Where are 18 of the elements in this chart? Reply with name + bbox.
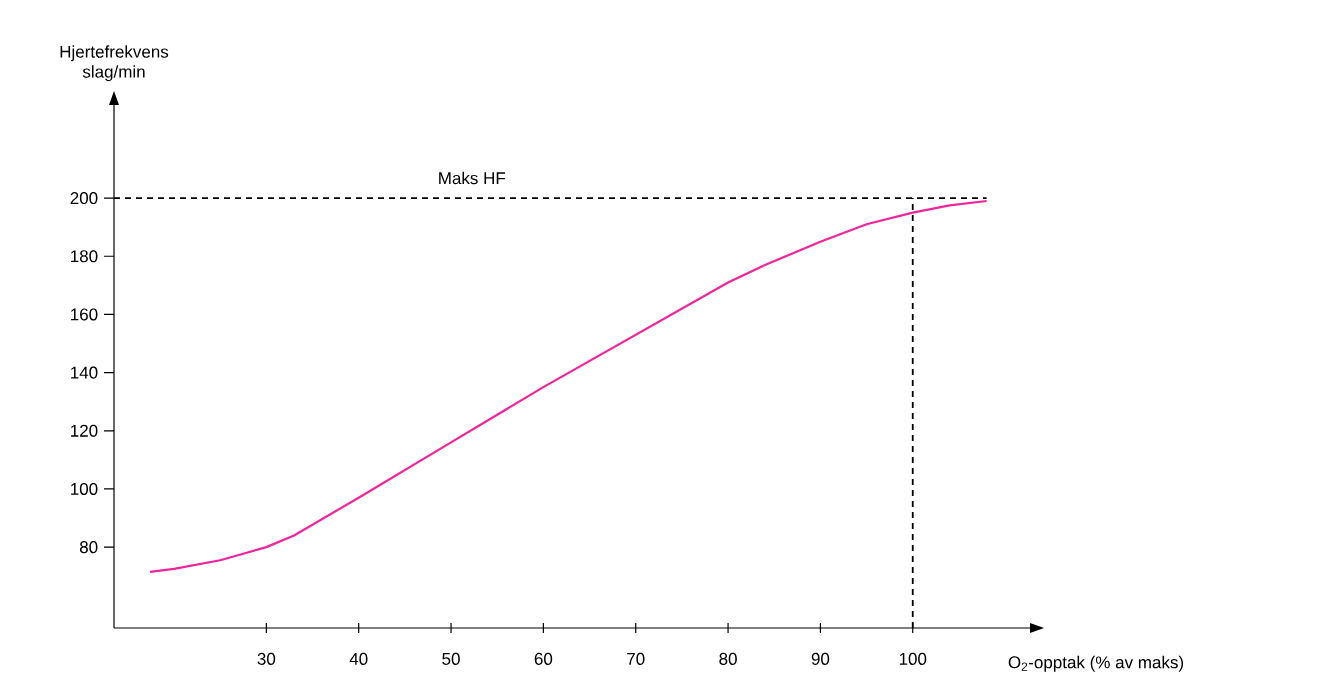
x-tick-label: 100 [899,652,927,665]
y-tick-label: 160 [71,308,98,321]
y-tick-label: 100 [71,482,98,495]
y-tick-label: 80 [79,541,98,554]
y-tick-label: 200 [70,192,98,205]
x-tick-label: 90 [811,652,830,665]
x-tick-label: 70 [627,652,645,665]
x-tick-label: 30 [257,652,276,665]
ref-line-label: Maks HF [439,171,506,185]
y-tick-label: 120 [71,424,98,437]
x-tick-label: 60 [534,652,553,665]
y-axis-title: Hjertefrekvens slag/min [60,45,169,82]
x-axis-title: O$_{2}$-opptak (% av maks) [1008,655,1184,672]
x-tick-label: 40 [349,652,368,665]
x-tick-label: 50 [442,652,460,665]
y-tick-label: 180 [71,250,98,263]
x-tick-label: 80 [719,652,737,665]
y-tick-label: 140 [71,366,98,379]
